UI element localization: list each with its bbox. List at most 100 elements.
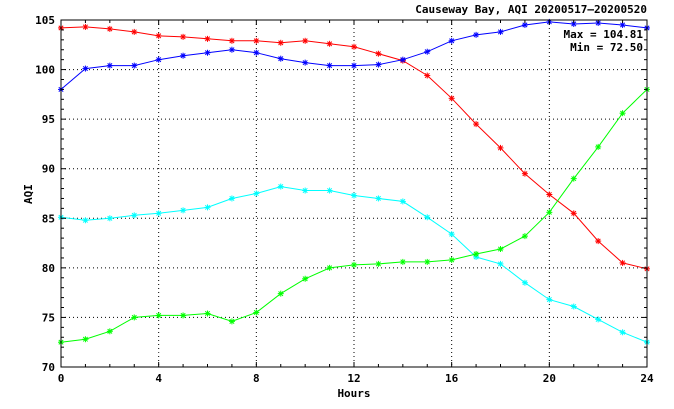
data-point-marker bbox=[155, 312, 162, 319]
data-point-marker bbox=[570, 303, 577, 310]
data-point-marker bbox=[375, 195, 382, 202]
data-point-marker bbox=[619, 329, 626, 336]
min-value-label: Min = 72.50 bbox=[570, 41, 643, 54]
data-point-marker bbox=[277, 39, 284, 46]
data-point-marker bbox=[131, 212, 138, 219]
data-point-marker bbox=[82, 336, 89, 343]
data-point-marker bbox=[302, 59, 309, 66]
axis-ticks: 0 4 8 12 16 20 24 70 75 80 85 90 95 100 105 bbox=[35, 14, 654, 385]
data-point-marker bbox=[424, 48, 431, 55]
data-point-marker bbox=[228, 37, 235, 44]
data-point-marker bbox=[326, 187, 333, 194]
data-point-marker bbox=[448, 37, 455, 44]
x-tick-label: 24 bbox=[640, 372, 654, 385]
data-point-marker bbox=[253, 309, 260, 316]
data-point-marker bbox=[131, 314, 138, 321]
data-point-marker bbox=[619, 110, 626, 117]
grid-lines bbox=[61, 20, 647, 367]
y-tick-label: 85 bbox=[42, 212, 55, 225]
data-point-marker bbox=[546, 191, 553, 198]
data-point-marker bbox=[253, 37, 260, 44]
data-point-marker bbox=[473, 31, 480, 38]
data-point-marker bbox=[497, 246, 504, 253]
data-point-marker bbox=[570, 175, 577, 182]
data-point-marker bbox=[204, 49, 211, 56]
y-tick-label: 105 bbox=[35, 14, 55, 27]
data-point-marker bbox=[546, 209, 553, 216]
x-tick-label: 20 bbox=[543, 372, 556, 385]
data-point-marker bbox=[424, 258, 431, 265]
data-point-marker bbox=[497, 260, 504, 267]
data-point-marker bbox=[253, 49, 260, 56]
chart-title: Causeway Bay, AQI 20200517–20200520 bbox=[415, 3, 647, 16]
max-value-label: Max = 104.81 bbox=[564, 28, 644, 41]
series-layer bbox=[58, 18, 650, 346]
y-tick-label: 100 bbox=[35, 64, 55, 77]
y-tick-label: 95 bbox=[42, 113, 55, 126]
data-point-marker bbox=[473, 121, 480, 128]
data-point-marker bbox=[204, 35, 211, 42]
data-point-marker bbox=[180, 207, 187, 214]
data-point-marker bbox=[595, 316, 602, 323]
y-tick-label: 80 bbox=[42, 262, 55, 275]
data-point-marker bbox=[228, 46, 235, 53]
data-point-marker bbox=[228, 318, 235, 325]
data-point-marker bbox=[521, 279, 528, 286]
data-point-marker bbox=[155, 56, 162, 63]
data-point-marker bbox=[204, 310, 211, 317]
data-point-marker bbox=[82, 217, 89, 224]
data-point-marker bbox=[448, 256, 455, 263]
data-point-marker bbox=[595, 143, 602, 150]
data-point-marker bbox=[302, 37, 309, 44]
data-point-marker bbox=[424, 72, 431, 79]
x-tick-label: 4 bbox=[155, 372, 162, 385]
data-point-marker bbox=[131, 28, 138, 35]
data-point-marker bbox=[155, 210, 162, 217]
data-point-marker bbox=[424, 214, 431, 221]
data-point-marker bbox=[204, 204, 211, 211]
data-point-marker bbox=[351, 261, 357, 268]
data-point-marker bbox=[277, 55, 284, 62]
data-point-marker bbox=[546, 296, 553, 303]
data-point-marker bbox=[302, 187, 309, 194]
data-point-marker bbox=[228, 195, 235, 202]
data-point-marker bbox=[448, 95, 455, 102]
data-point-marker bbox=[399, 198, 406, 205]
x-axis-label: Hours bbox=[337, 387, 370, 400]
data-point-marker bbox=[351, 43, 357, 50]
data-point-marker bbox=[351, 192, 357, 199]
data-point-marker bbox=[277, 183, 284, 190]
data-point-marker bbox=[375, 61, 382, 68]
data-point-marker bbox=[521, 170, 528, 177]
y-tick-label: 70 bbox=[42, 361, 55, 374]
data-point-marker bbox=[302, 275, 309, 282]
x-tick-label: 12 bbox=[347, 372, 360, 385]
data-point-marker bbox=[448, 231, 455, 238]
data-point-marker bbox=[619, 259, 626, 266]
data-point-marker bbox=[106, 62, 113, 69]
data-point-marker bbox=[326, 40, 333, 47]
data-point-marker bbox=[375, 50, 382, 57]
data-point-marker bbox=[351, 62, 357, 69]
data-point-marker bbox=[155, 32, 162, 39]
data-point-marker bbox=[521, 233, 528, 240]
data-point-marker bbox=[82, 23, 89, 30]
data-point-marker bbox=[106, 215, 113, 222]
data-point-marker bbox=[106, 328, 113, 335]
data-point-marker bbox=[375, 260, 382, 267]
x-tick-label: 16 bbox=[445, 372, 459, 385]
watermark: © 2026 ENVF, HKUST bbox=[68, 348, 177, 359]
data-point-marker bbox=[131, 62, 138, 69]
data-point-marker bbox=[106, 25, 113, 32]
y-tick-label: 75 bbox=[42, 311, 55, 324]
x-tick-label: 8 bbox=[253, 372, 260, 385]
data-point-marker bbox=[180, 52, 187, 59]
data-point-marker bbox=[473, 250, 480, 257]
y-tick-label: 90 bbox=[42, 163, 55, 176]
data-point-marker bbox=[399, 56, 406, 63]
data-point-marker bbox=[277, 290, 284, 297]
data-point-marker bbox=[326, 62, 333, 69]
data-point-marker bbox=[399, 258, 406, 265]
data-point-marker bbox=[497, 28, 504, 35]
series-1 bbox=[58, 23, 650, 272]
